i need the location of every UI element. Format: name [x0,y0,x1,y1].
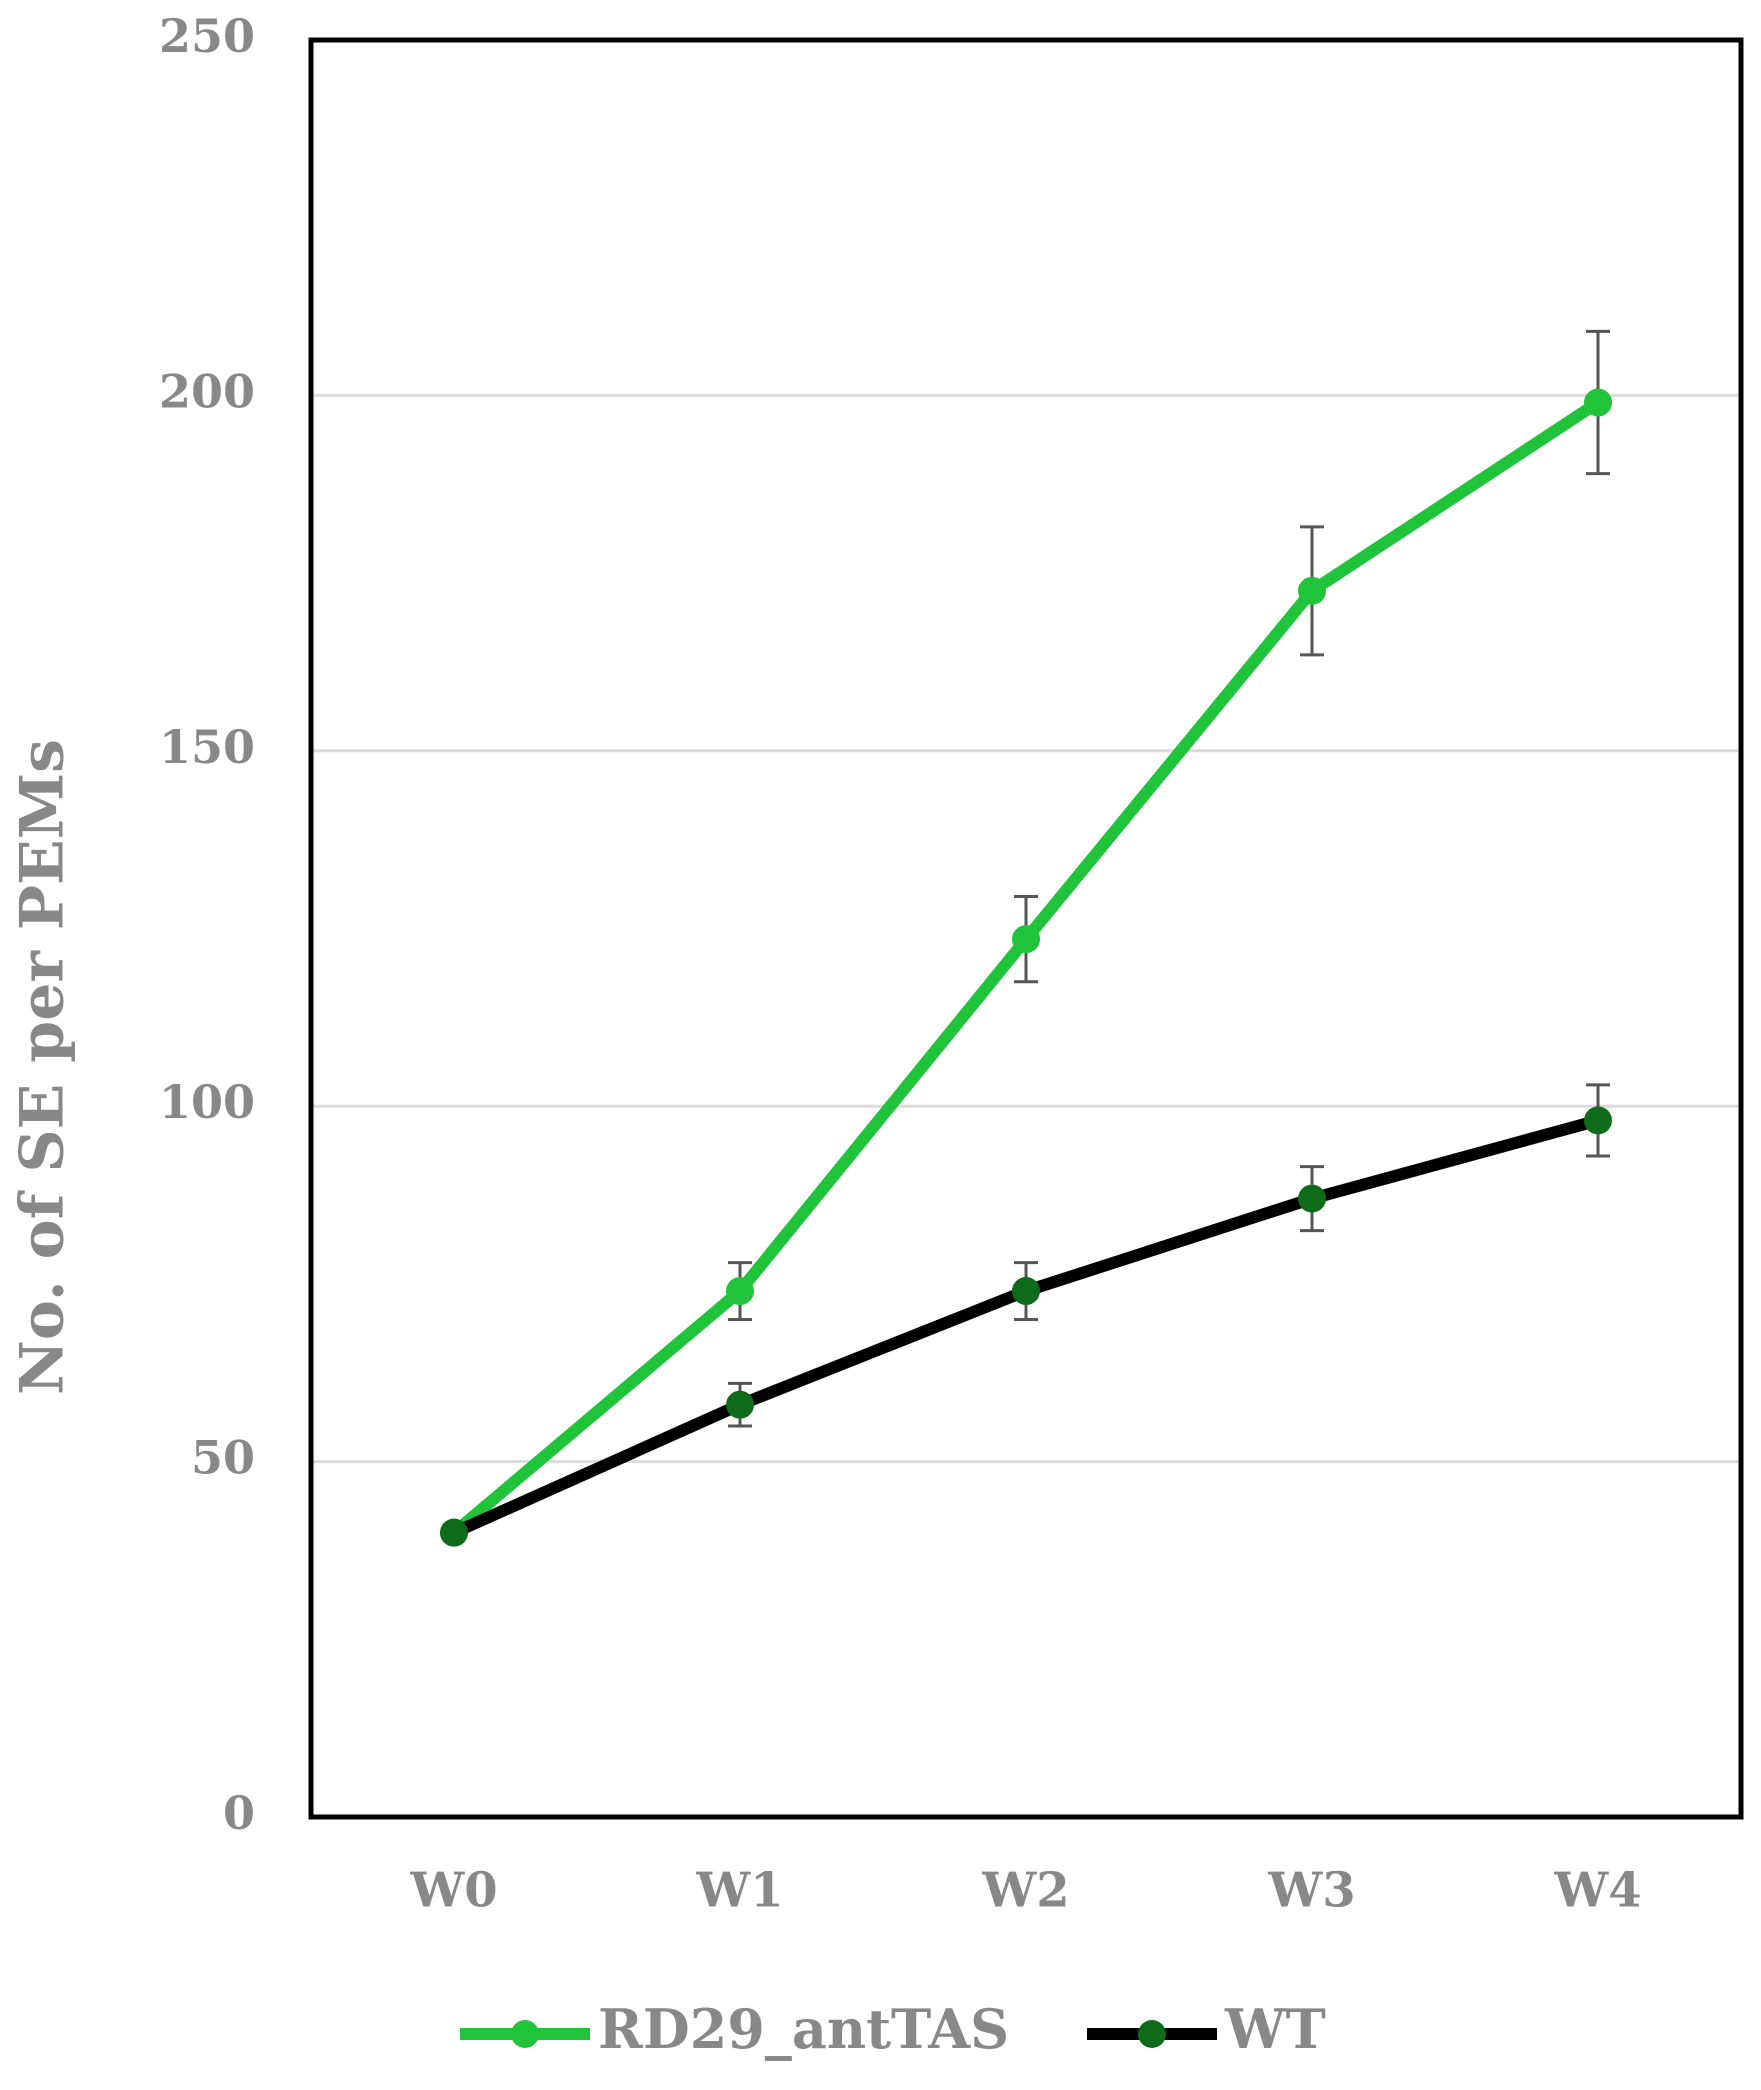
x-tick-label: W1 [695,1863,783,1919]
data-point [1012,1277,1040,1306]
legend-marker [1138,2020,1166,2048]
data-point [440,1518,468,1547]
legend-marker [511,2020,539,2048]
legend-label: RD29_antTAS [598,1997,1009,2061]
y-tick-label: 250 [159,9,255,63]
y-tick-label: 0 [223,1786,255,1840]
y-tick-label: 150 [159,720,255,774]
data-point [726,1277,754,1306]
x-tick-label: W3 [1267,1863,1355,1919]
y-tick-label: 50 [191,1431,255,1485]
plot-frame [308,37,1744,1820]
x-tick-label: W4 [1553,1863,1641,1919]
y-axis-label: No. of SE per PEMs [8,739,78,1395]
data-point [1298,576,1326,605]
x-tick-label: W2 [981,1863,1069,1919]
data-point [726,1390,754,1419]
data-point [1012,925,1040,954]
data-point [1584,1106,1612,1135]
data-point [1298,1184,1326,1213]
series-line [451,1114,1600,1539]
x-tick-label: W0 [409,1863,497,1919]
y-tick-label: 200 [159,364,255,418]
legend-label: WT [1224,1997,1326,2061]
data-point [1584,388,1612,417]
y-tick-label: 100 [159,1075,255,1129]
